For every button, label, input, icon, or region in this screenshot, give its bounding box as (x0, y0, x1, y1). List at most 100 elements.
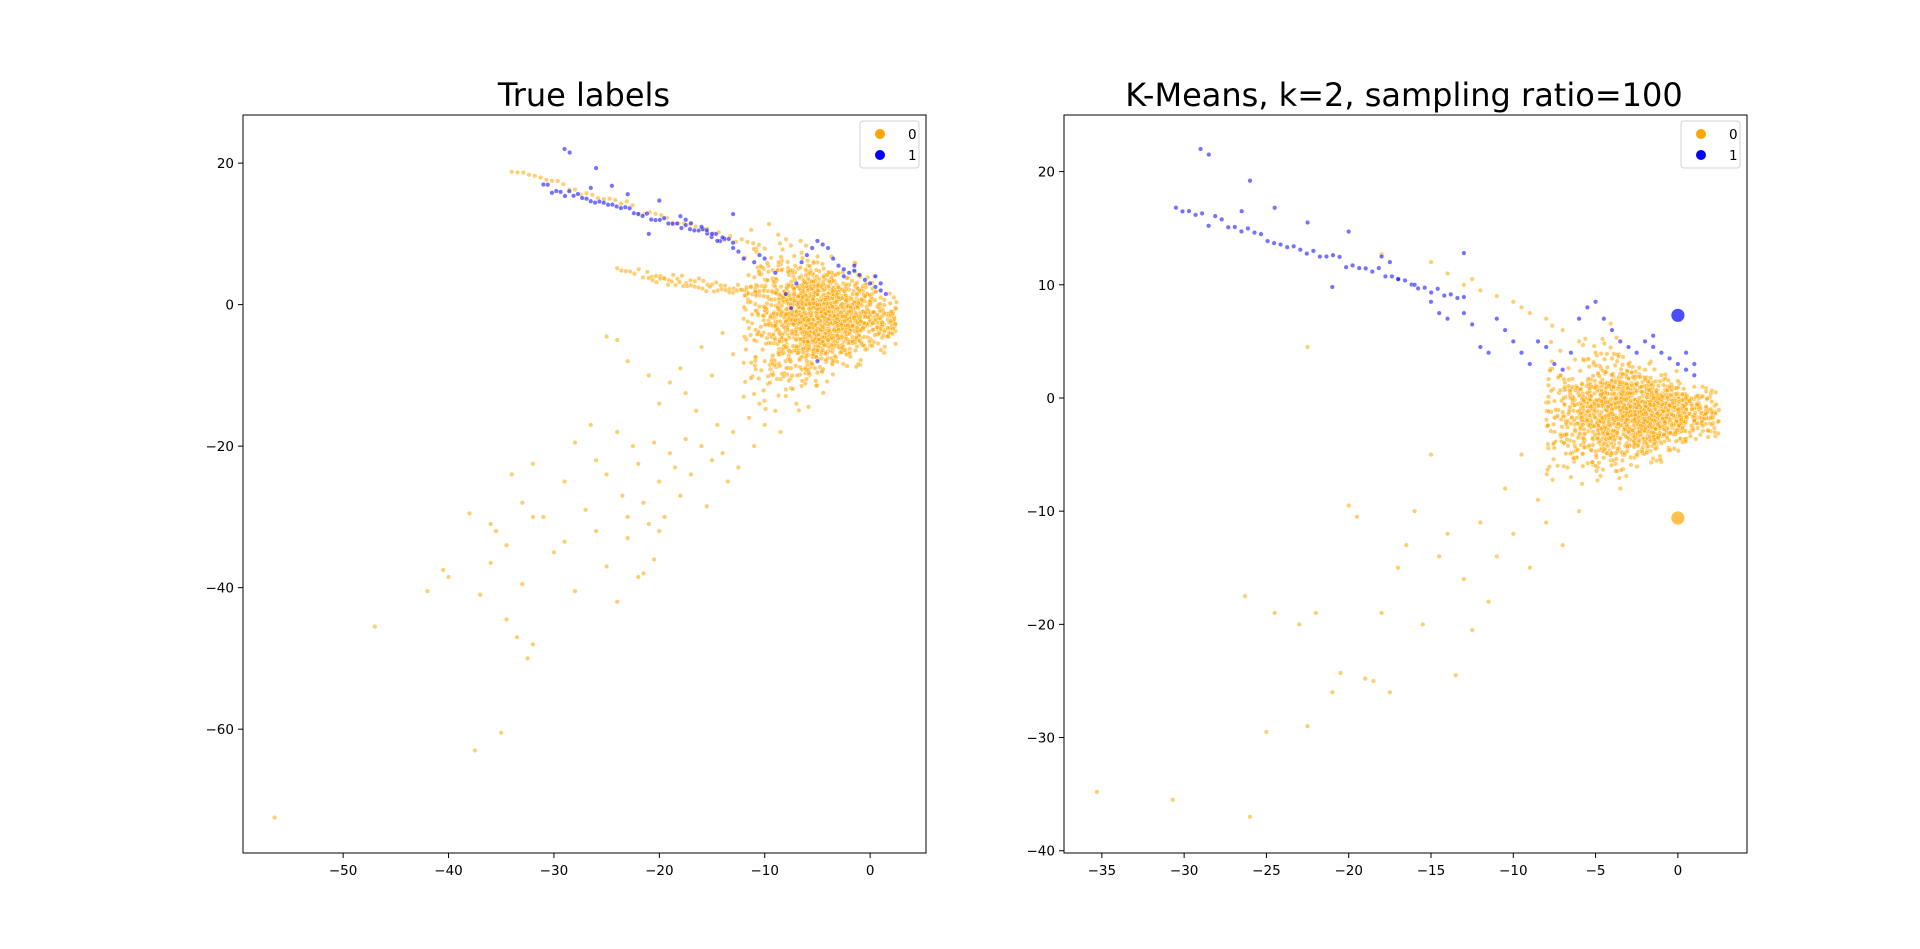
data-point-class-0 (1690, 427, 1696, 433)
data-point-class-0 (846, 309, 852, 315)
data-point-class-0 (851, 314, 857, 320)
data-point-class-0 (1650, 456, 1656, 462)
data-point-class-0 (741, 394, 747, 400)
data-point-class-0 (1362, 676, 1368, 682)
data-point-class-1 (1206, 152, 1212, 158)
data-point-class-0 (1453, 672, 1459, 678)
data-point-class-0 (1602, 425, 1608, 431)
data-point-class-0 (1494, 553, 1500, 559)
data-point-class-0 (770, 372, 776, 378)
data-point-class-0 (477, 592, 483, 598)
data-point-class-1 (588, 198, 594, 204)
data-point-class-0 (1632, 416, 1638, 422)
data-point-class-0 (640, 274, 646, 280)
data-point-class-0 (752, 363, 758, 369)
x-tick-label: 0 (1674, 863, 1683, 879)
data-point-class-1 (804, 252, 810, 258)
data-point-class-0 (878, 326, 884, 332)
data-point-class-0 (1581, 445, 1587, 451)
data-point-class-0 (1608, 321, 1614, 327)
data-point-class-0 (425, 588, 431, 594)
data-point-class-0 (709, 372, 715, 378)
data-point-class-0 (1689, 406, 1695, 412)
data-point-class-0 (688, 277, 694, 283)
data-point-class-0 (1619, 458, 1625, 464)
data-point-class-0 (709, 457, 715, 463)
data-point-class-0 (792, 317, 798, 323)
x-tick-label: −30 (540, 863, 569, 879)
data-point-class-1 (1346, 229, 1352, 235)
data-point-class-0 (824, 379, 830, 385)
data-point-class-0 (739, 236, 745, 242)
data-point-class-0 (813, 378, 819, 384)
data-point-class-0 (1642, 400, 1648, 406)
data-point-class-0 (1636, 365, 1642, 371)
data-point-class-1 (549, 190, 555, 196)
data-point-class-0 (1591, 343, 1597, 349)
data-point-class-0 (821, 342, 827, 348)
data-point-class-0 (656, 528, 662, 534)
centroid-cluster-1 (1670, 307, 1686, 323)
data-point-class-1 (709, 231, 715, 237)
data-point-class-0 (1668, 411, 1674, 417)
data-point-class-0 (1553, 407, 1559, 413)
data-point-class-1 (867, 280, 873, 286)
data-point-class-1 (1317, 254, 1323, 260)
data-point-class-1 (846, 270, 852, 276)
data-point-class-0 (786, 378, 792, 384)
data-point-class-0 (1624, 449, 1630, 455)
data-point-class-0 (830, 288, 836, 294)
data-point-class-0 (1629, 383, 1635, 389)
data-point-class-0 (743, 347, 749, 353)
data-point-class-0 (1708, 415, 1714, 421)
data-point-class-0 (730, 290, 736, 296)
y-tick-label: −10 (1027, 504, 1056, 520)
data-point-class-0 (1588, 447, 1594, 453)
data-point-class-0 (646, 521, 652, 527)
data-point-class-0 (1354, 514, 1360, 520)
data-point-class-0 (1613, 461, 1619, 467)
data-point-class-0 (768, 340, 774, 346)
data-point-class-0 (1560, 542, 1566, 548)
data-point-class-0 (1593, 463, 1599, 469)
data-point-class-0 (1679, 391, 1685, 397)
data-point-class-0 (749, 320, 755, 326)
data-point-class-0 (787, 356, 793, 362)
data-point-class-0 (1613, 468, 1619, 474)
data-point-class-1 (1395, 276, 1401, 282)
data-point-class-0 (1700, 384, 1706, 390)
data-point-class-0 (1577, 431, 1583, 437)
data-point-class-0 (808, 312, 814, 318)
data-point-class-0 (800, 346, 806, 352)
data-point-class-0 (813, 267, 819, 273)
data-point-class-0 (742, 379, 748, 385)
data-point-class-0 (791, 298, 797, 304)
data-point-class-1 (1683, 350, 1689, 356)
data-point-class-0 (1601, 440, 1607, 446)
data-point-class-0 (703, 288, 709, 294)
data-point-class-0 (1543, 316, 1549, 322)
data-point-class-0 (843, 297, 849, 303)
data-point-class-0 (1569, 432, 1575, 438)
data-point-class-0 (1625, 376, 1631, 382)
data-point-class-0 (746, 325, 752, 331)
data-point-class-0 (1636, 395, 1642, 401)
data-point-class-1 (1444, 316, 1450, 322)
data-point-class-0 (815, 253, 821, 259)
scatter-panel-kmeans: K-Means, k=2, sampling ratio=100 −35 −30−… (1027, 76, 1748, 879)
data-point-class-0 (882, 344, 888, 350)
data-point-class-0 (1518, 304, 1524, 310)
data-point-class-0 (862, 347, 868, 353)
data-point-class-0 (761, 317, 767, 323)
data-point-class-1 (640, 213, 646, 219)
data-point-class-0 (520, 169, 526, 175)
data-point-class-0 (765, 288, 771, 294)
data-point-class-0 (860, 325, 866, 331)
legend-label-class-0: 0 (1729, 127, 1738, 143)
data-point-class-0 (839, 345, 845, 351)
data-point-class-0 (1566, 377, 1572, 383)
data-point-class-0 (854, 335, 860, 341)
data-point-class-1 (670, 221, 676, 227)
data-point-class-0 (802, 279, 808, 285)
